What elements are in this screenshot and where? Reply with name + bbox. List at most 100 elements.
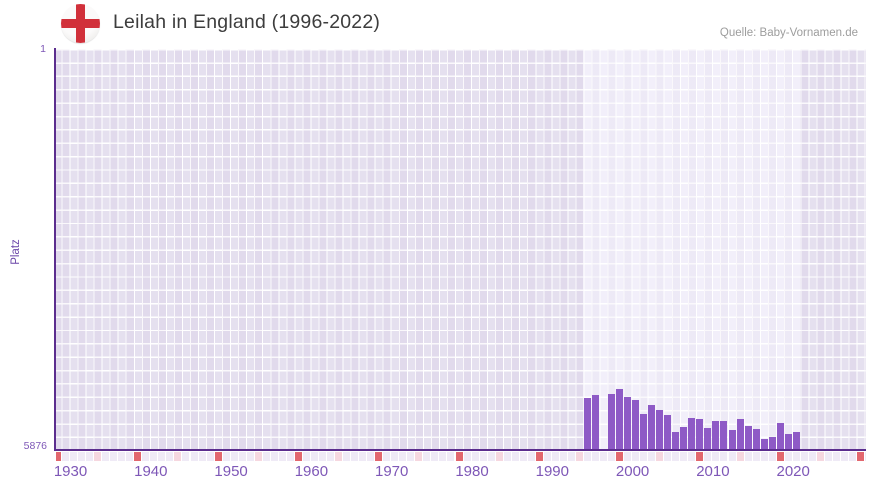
year-marker-1953 [238,452,246,461]
x-tick-2020: 2020 [776,463,810,480]
bar-2001[interactable] [624,396,632,450]
bar-1996[interactable] [583,397,591,450]
year-marker-2010 [696,452,704,461]
year-marker-1930 [56,452,61,461]
year-marker-2016 [744,452,752,461]
year-marker-1948 [198,452,206,461]
england-flag-icon [61,4,100,43]
year-marker-2005 [656,452,664,461]
year-marker-1964 [327,452,335,461]
bar-2010[interactable] [696,419,704,450]
year-marker-1938 [118,452,126,461]
bar-2012[interactable] [712,420,720,450]
year-marker-1945 [174,452,182,461]
x-tick-1980: 1980 [455,463,489,480]
bar-2011[interactable] [704,428,712,450]
year-marker-2003 [640,452,648,461]
x-axis-line [54,449,866,451]
year-marker-2006 [664,452,672,461]
year-marker-1976 [423,452,431,461]
y-axis-line [54,48,56,451]
year-marker-2021 [784,452,792,461]
year-marker-1973 [399,452,407,461]
year-marker-1991 [543,452,551,461]
x-tick-1960: 1960 [294,463,329,480]
x-tick-2000: 2000 [615,463,650,480]
year-marker-1943 [158,452,166,461]
year-marker-1989 [527,452,535,461]
y-axis-max-label: 1 [40,43,46,55]
year-marker-1946 [182,452,190,461]
year-marker-2020 [776,452,784,461]
bar-2021[interactable] [784,434,792,450]
y-axis-title: Platz [10,239,22,265]
year-marker-1981 [463,452,471,461]
bar-2006[interactable] [664,414,672,450]
y-axis-min-label: 5876 [23,440,47,452]
bar-2004[interactable] [648,405,656,450]
year-marker-1980 [455,452,463,461]
bar-2009[interactable] [688,417,696,450]
year-marker-2028 [840,452,848,461]
year-marker-1988 [519,452,527,461]
year-marker-2027 [832,452,840,461]
year-marker-1947 [190,452,198,461]
year-marker-1962 [310,452,318,461]
year-marker-2014 [728,452,736,461]
year-marker-1932 [70,452,78,461]
bar-2015[interactable] [736,419,744,450]
year-marker-2026 [824,452,832,461]
year-marker-1931 [62,452,70,461]
year-marker-1995 [575,452,583,461]
year-marker-1949 [206,452,214,461]
x-tick-1930: 1930 [53,463,88,480]
year-marker-1999 [608,452,616,461]
bar-2007[interactable] [672,431,680,450]
year-marker-1975 [415,452,423,461]
year-marker-1971 [383,452,391,461]
year-marker-2013 [720,452,728,461]
year-marker-1992 [551,452,559,461]
year-marker-2008 [680,452,688,461]
bar-2008[interactable] [680,427,688,450]
year-marker-1963 [318,452,326,461]
year-marker-1961 [302,452,310,461]
year-marker-1987 [511,452,519,461]
year-marker-1944 [166,452,174,461]
bar-2019[interactable] [768,436,776,450]
year-marker-2023 [800,452,808,461]
year-marker-1997 [592,452,599,461]
year-marker-2007 [672,452,680,461]
bar-2017[interactable] [752,429,760,450]
bar-2016[interactable] [744,426,752,450]
bar-2000[interactable] [616,388,624,450]
bar-2018[interactable] [760,439,768,450]
bar-2020[interactable] [776,422,784,450]
year-marker-1950 [214,452,222,461]
flag-cross-horizontal [61,19,100,28]
year-marker-1986 [503,452,511,461]
year-marker-2011 [704,452,712,461]
bar-2014[interactable] [728,430,736,450]
year-marker-2025 [816,452,824,461]
year-marker-1983 [479,452,487,461]
bar-1999[interactable] [608,393,616,450]
year-marker-1970 [375,452,383,461]
bar-2002[interactable] [632,400,640,450]
plot-area [56,49,866,450]
bar-2013[interactable] [720,420,728,450]
bar-1997[interactable] [592,394,599,450]
source-attribution: Quelle: Baby-Vornamen.de [719,27,858,39]
bar-2003[interactable] [640,413,648,450]
year-marker-2002 [632,452,640,461]
year-marker-2019 [768,452,776,461]
year-marker-1985 [495,452,503,461]
x-tick-1950: 1950 [214,463,248,480]
x-tick-2010: 2010 [696,463,730,480]
chart-title: Leilah in England (1996-2022) [113,11,381,33]
bar-2022[interactable] [792,431,800,450]
year-marker-1978 [439,452,447,461]
year-marker-2018 [760,452,768,461]
bar-2005[interactable] [656,409,664,450]
